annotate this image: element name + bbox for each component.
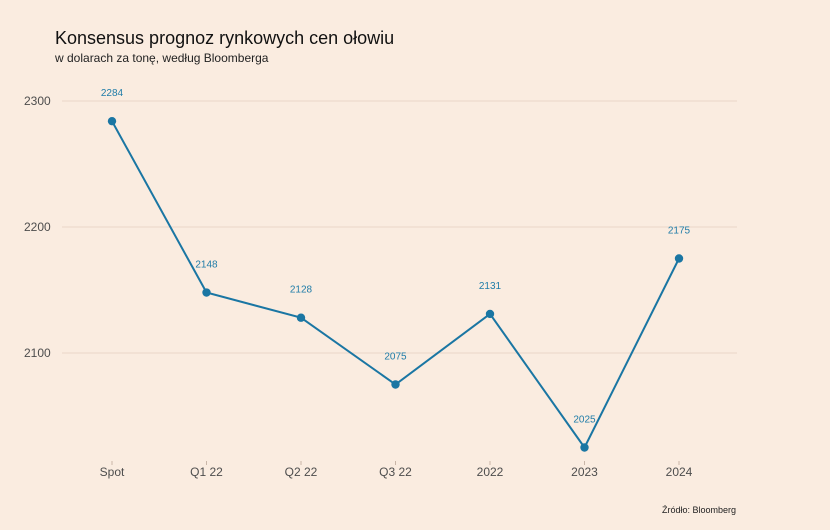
data-label: 2128 [290, 285, 313, 296]
chart-title: Konsensus prognoz rynkowych cen ołowiu [55, 28, 395, 48]
x-tick-label: 2023 [571, 465, 598, 479]
x-tick-label: Q2 22 [285, 465, 318, 479]
y-tick-label-2100: 2100 [24, 346, 51, 360]
gridlines [62, 100, 737, 354]
data-label: 2075 [384, 352, 407, 363]
x-tick-label: 2022 [477, 465, 504, 479]
y-tick-label-2300: 2300 [24, 94, 51, 108]
chart-subtitle: w dolarach za tonę, według Bloomberga [55, 51, 269, 65]
data-point [391, 380, 400, 389]
y-tick-label-2200: 2200 [24, 220, 51, 234]
series-line [111, 120, 680, 450]
x-tick-label: Q1 22 [190, 465, 223, 479]
data-point [674, 254, 684, 263]
data-label: 2175 [668, 226, 691, 237]
data-point [485, 309, 495, 319]
y-axis-ticks: 2100 2200 2300 [24, 94, 51, 360]
x-tick-label: 2024 [666, 465, 693, 479]
data-label: 2131 [479, 281, 502, 292]
data-point [107, 116, 117, 126]
data-labels: 2284 2148 2128 2075 2131 2025 2175 [101, 88, 691, 425]
data-label: 2148 [195, 260, 218, 271]
series-line-layer [111, 120, 680, 450]
x-tick-label: Spot [100, 465, 125, 479]
data-points [107, 116, 684, 452]
source-note: Źródło: Bloomberg [661, 505, 736, 515]
data-label: 2025 [573, 415, 596, 426]
x-axis-ticks: Spot Q1 22 Q2 22 Q3 22 2022 2023 2024 [100, 461, 693, 479]
x-tick-label: Q3 22 [379, 465, 412, 479]
data-point [580, 443, 589, 452]
data-point [296, 313, 306, 322]
data-point [202, 288, 211, 297]
data-label: 2284 [101, 88, 124, 99]
